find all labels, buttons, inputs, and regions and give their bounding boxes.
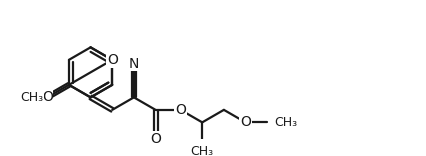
Text: CH₃: CH₃ — [191, 145, 214, 156]
Text: O: O — [107, 53, 118, 67]
Text: CH₃: CH₃ — [274, 116, 297, 129]
Text: O: O — [175, 103, 186, 117]
Text: N: N — [129, 57, 139, 71]
Text: CH₃: CH₃ — [20, 91, 44, 104]
Text: O: O — [42, 90, 53, 104]
Text: O: O — [150, 132, 161, 146]
Text: O: O — [240, 115, 251, 129]
